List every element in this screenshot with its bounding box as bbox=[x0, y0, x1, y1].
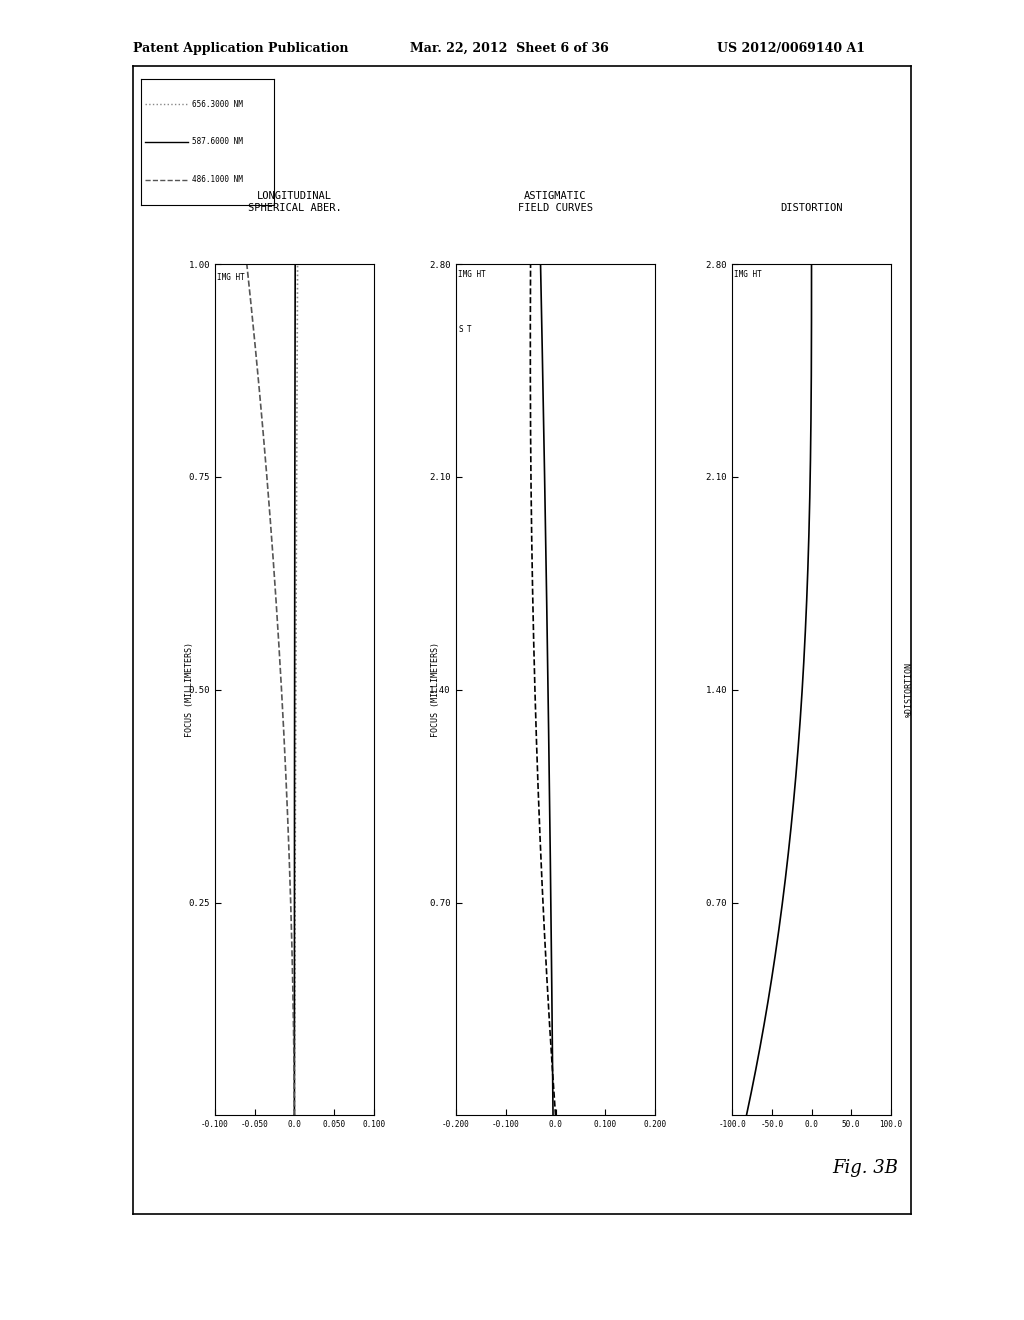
Text: IMG HT: IMG HT bbox=[458, 271, 486, 279]
Text: DISTORTION: DISTORTION bbox=[780, 203, 843, 213]
Text: LONGITUDINAL
SPHERICAL ABER.: LONGITUDINAL SPHERICAL ABER. bbox=[248, 191, 341, 213]
Text: 587.6000 NM: 587.6000 NM bbox=[191, 137, 243, 147]
Text: %DISTORTION: %DISTORTION bbox=[905, 661, 913, 717]
Text: T: T bbox=[467, 325, 471, 334]
Text: US 2012/0069140 A1: US 2012/0069140 A1 bbox=[717, 42, 865, 55]
Text: S: S bbox=[458, 325, 463, 334]
Text: FOCUS (MILLIMETERS): FOCUS (MILLIMETERS) bbox=[185, 642, 194, 737]
Text: ASTIGMATIC
FIELD CURVES: ASTIGMATIC FIELD CURVES bbox=[518, 191, 593, 213]
Text: Patent Application Publication: Patent Application Publication bbox=[133, 42, 348, 55]
Text: IMG HT: IMG HT bbox=[734, 271, 762, 279]
Text: 486.1000 NM: 486.1000 NM bbox=[191, 176, 243, 183]
Text: Mar. 22, 2012  Sheet 6 of 36: Mar. 22, 2012 Sheet 6 of 36 bbox=[410, 42, 608, 55]
Text: FOCUS (MILLIMETERS): FOCUS (MILLIMETERS) bbox=[431, 642, 439, 737]
Text: 656.3000 NM: 656.3000 NM bbox=[191, 100, 243, 108]
Text: Fig. 3B: Fig. 3B bbox=[833, 1159, 898, 1177]
Text: IMG HT: IMG HT bbox=[217, 272, 245, 281]
